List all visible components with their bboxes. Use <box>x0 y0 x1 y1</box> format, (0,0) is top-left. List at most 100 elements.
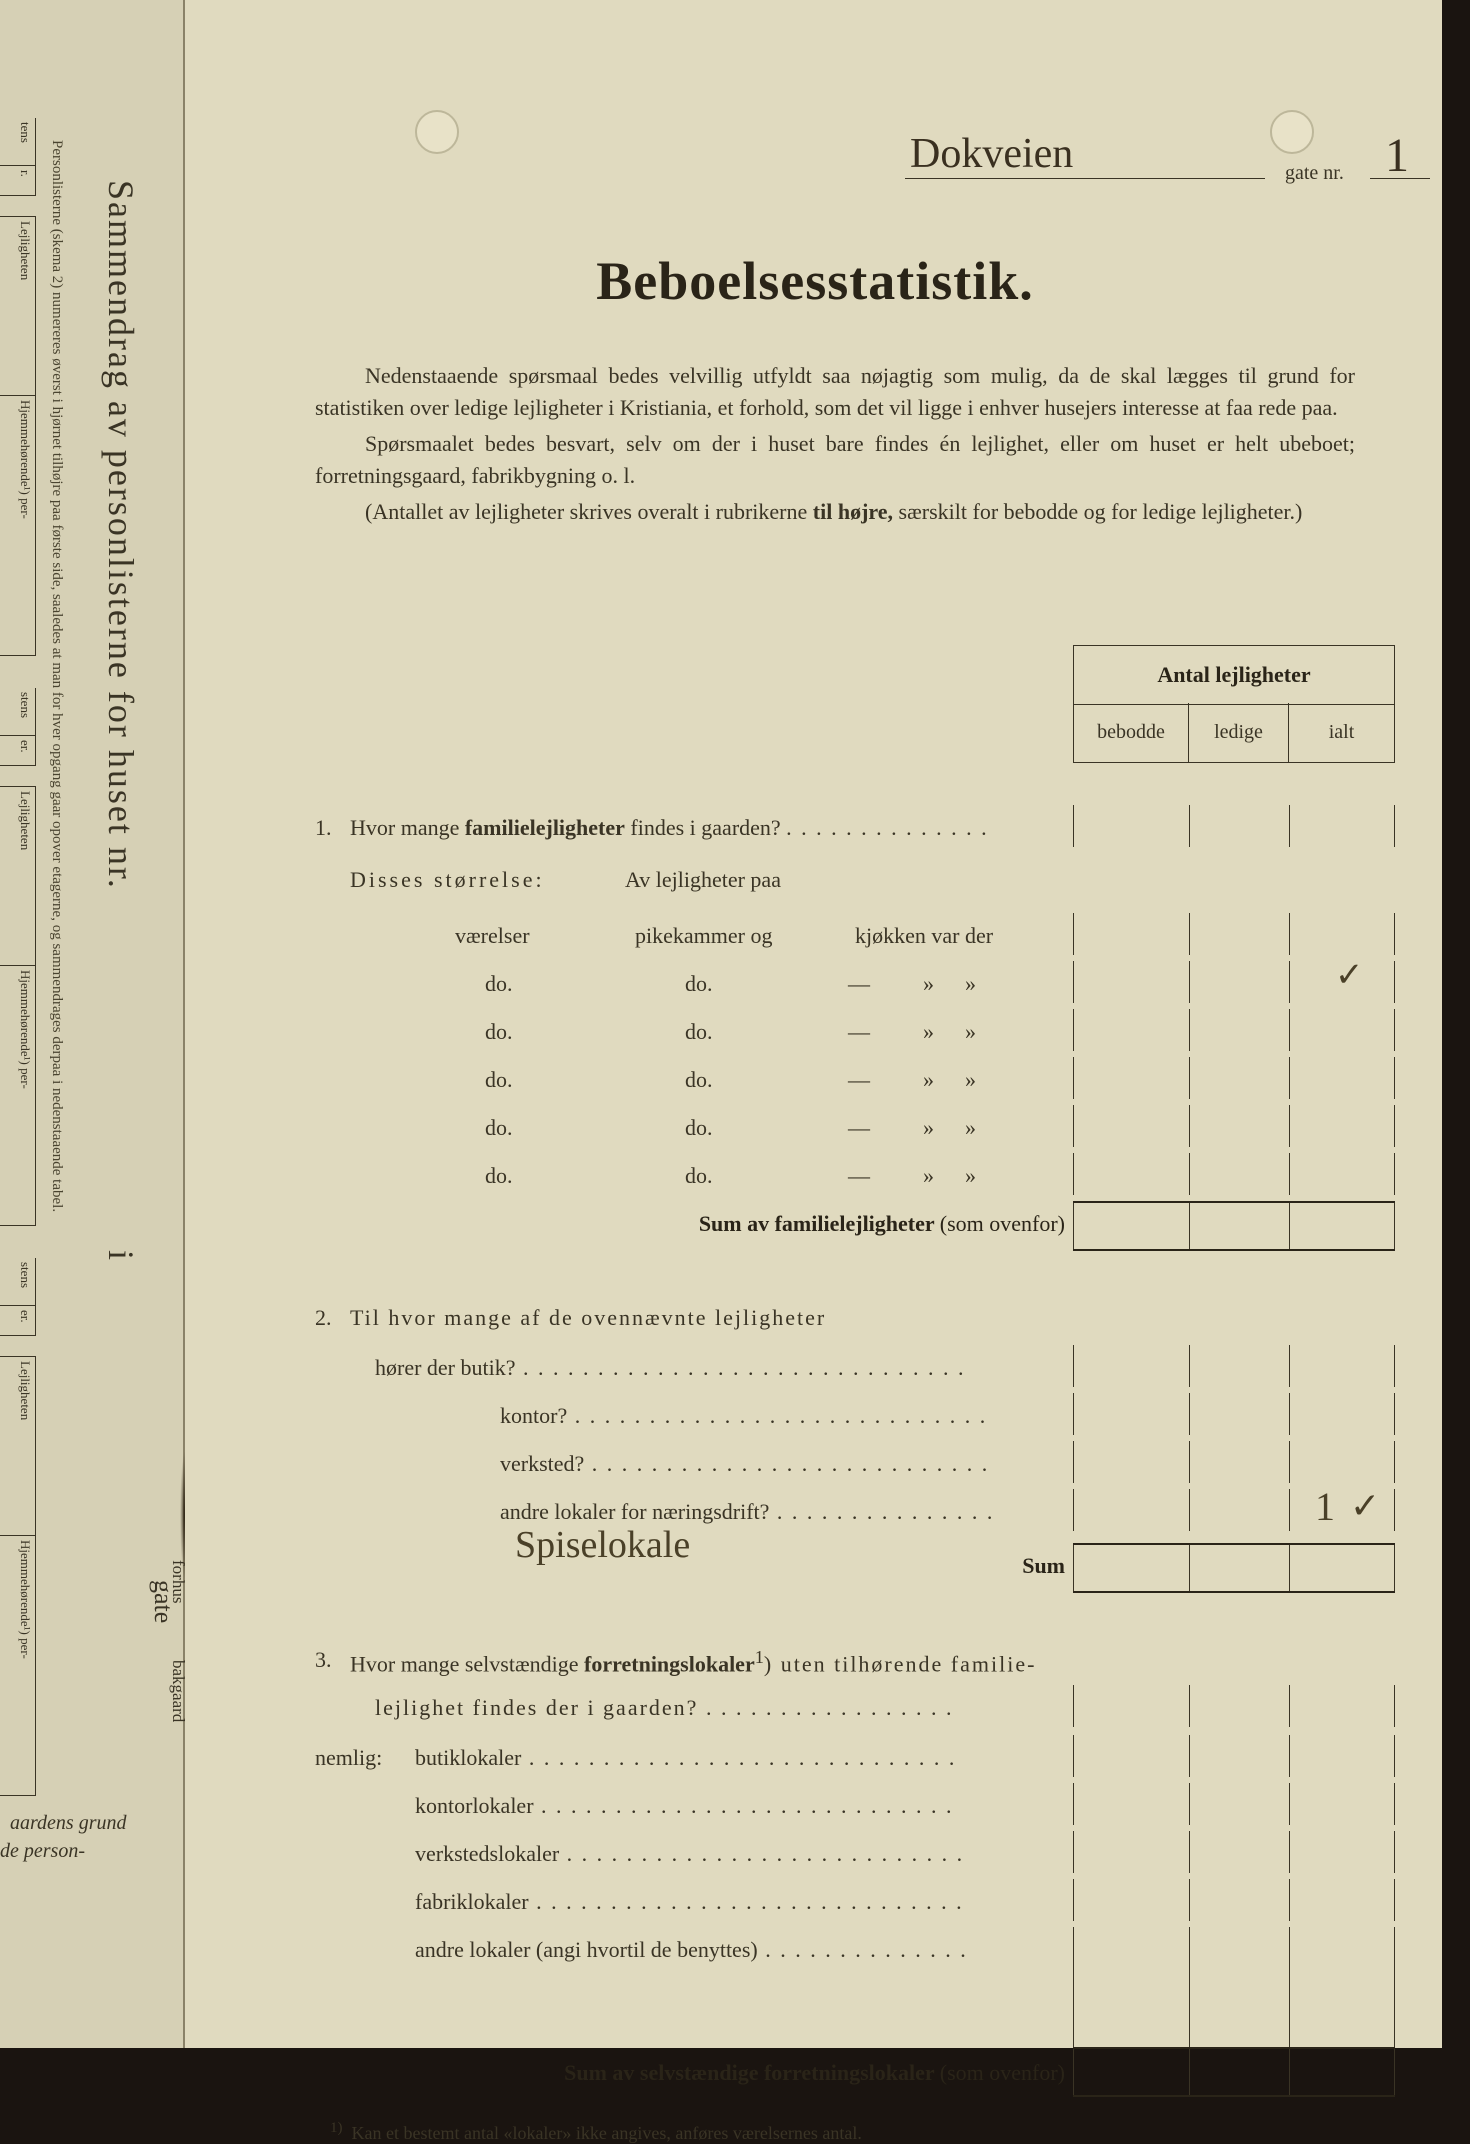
quote: » <box>965 1067 976 1093</box>
cutoff-cell: er. <box>0 1306 36 1336</box>
q1-av-label: Av lejligheter paa <box>625 867 781 893</box>
row-cells <box>1073 1057 1395 1099</box>
do: do. <box>485 1019 513 1045</box>
row-cells <box>1073 1735 1395 1777</box>
quote: » <box>965 971 976 997</box>
do: do. <box>485 1163 513 1189</box>
row-cells <box>1073 1105 1395 1147</box>
intro-p2: Spørsmaalet bedes besvart, selv om der i… <box>315 428 1355 492</box>
right-dark-edge <box>1442 0 1470 2048</box>
intro-p3: (Antallet av lejligheter skrives overalt… <box>315 496 1355 528</box>
checkmark: ✓ <box>1335 955 1364 995</box>
row-cells <box>1073 1489 1395 1531</box>
q3-l5: andre lokaler (angi hvortil de benyttes)… <box>415 1937 968 1963</box>
q3-l4: fabriklokaler . . . . . . . . . . . . . … <box>415 1889 964 1915</box>
do: do. <box>485 1067 513 1093</box>
row-cells <box>1073 1345 1395 1387</box>
q2-butik: hører der butik? . . . . . . . . . . . .… <box>375 1355 966 1381</box>
q1-col-kjok: kjøkken var der <box>855 923 993 949</box>
do: do. <box>685 1115 713 1141</box>
row-cells <box>1073 913 1395 955</box>
gate-nr-value: 1 <box>1385 128 1409 183</box>
do: do. <box>685 1163 713 1189</box>
dash: — <box>848 971 870 997</box>
quote: » <box>923 1163 934 1189</box>
cutoff-cell: er. <box>0 736 36 766</box>
quote: » <box>965 1019 976 1045</box>
q3-l3: verkstedslokaler . . . . . . . . . . . .… <box>415 1841 964 1867</box>
quote: » <box>965 1115 976 1141</box>
row-cells <box>1073 1831 1395 1873</box>
cutoff-cell: Lejligheten <box>0 1356 36 1536</box>
sum-cells <box>1073 2047 1395 2097</box>
page-title: Beboelsesstatistik. <box>185 250 1445 312</box>
row-cells <box>1073 1393 1395 1435</box>
row-cells <box>1073 1927 1395 2047</box>
quote: » <box>923 971 934 997</box>
row-cells <box>1073 805 1395 847</box>
cutoff-cell: tens <box>0 118 36 166</box>
gate-nr-label: gate nr. <box>1285 162 1344 185</box>
cutoff-cell: r. <box>0 166 36 196</box>
sum-cells <box>1073 1201 1395 1251</box>
q1-col-pike: pikekammer og <box>635 923 772 949</box>
q3-number: 3. <box>315 1647 332 1673</box>
checkmark: ✓ <box>1350 1485 1380 1527</box>
do: do. <box>685 1019 713 1045</box>
dash: — <box>848 1115 870 1141</box>
cutoff-cell: Hjemmehørende¹) per- <box>0 1536 36 1796</box>
row-cells <box>1073 1783 1395 1825</box>
left-vertical-fine-print: Personlisterne (skema 2) numereres øvers… <box>48 140 65 1212</box>
punch-hole <box>1270 110 1314 154</box>
caardens-text: aardens grund <box>10 1812 126 1835</box>
table-header-sub: bebodde ledige ialt <box>1073 703 1395 763</box>
intro-paragraphs: Nedenstaaende spørsmaal bedes velvillig … <box>315 360 1355 531</box>
dash: — <box>848 1163 870 1189</box>
intro-p1: Nedenstaaende spørsmaal bedes velvillig … <box>315 360 1355 424</box>
q3-sum: Sum av selvstændige forretningslokaler (… <box>564 2060 1065 2086</box>
do: do. <box>485 1115 513 1141</box>
left-vertical-i: i <box>100 1250 142 1260</box>
q2-number: 2. <box>315 1305 332 1331</box>
q1-sizes-label: Disses størrelse: <box>350 867 545 893</box>
q3-nemlig: nemlig: <box>315 1745 382 1771</box>
left-vertical-title: Sammendrag av personlisterne for huset n… <box>100 180 142 890</box>
cutoff-cell: Lejligheten <box>0 216 36 396</box>
q2-handwritten-value: 1 <box>1315 1483 1335 1530</box>
punch-hole <box>415 110 459 154</box>
q1-sum: Sum av familielejligheter (som ovenfor) <box>699 1211 1065 1237</box>
do: do. <box>685 971 713 997</box>
quote: » <box>923 1019 934 1045</box>
main-form-sheet: Dokveien gate nr. 1 Beboelsesstatistik. … <box>185 0 1445 2048</box>
col-ialt: ialt <box>1289 703 1395 763</box>
sum-cells <box>1073 1543 1395 1593</box>
cutoff-cell: Hjemmehørende¹) per- <box>0 966 36 1226</box>
quote: » <box>923 1115 934 1141</box>
quote: » <box>923 1067 934 1093</box>
cutoff-cell: stens <box>0 1258 36 1306</box>
q3-l2: kontorlokaler . . . . . . . . . . . . . … <box>415 1793 954 1819</box>
q2-verksted: verksted? . . . . . . . . . . . . . . . … <box>500 1451 989 1477</box>
do: do. <box>485 971 513 997</box>
q3-l1: butiklokaler . . . . . . . . . . . . . .… <box>415 1745 956 1771</box>
row-cells <box>1073 1441 1395 1483</box>
q1-text: Hvor mange familielejligheter findes i g… <box>350 815 989 841</box>
dash: — <box>848 1067 870 1093</box>
dash: — <box>848 1019 870 1045</box>
q1-col-vaer: værelser <box>455 923 530 949</box>
q1-number: 1. <box>315 815 332 841</box>
quote: » <box>965 1163 976 1189</box>
row-cells <box>1073 1879 1395 1921</box>
q2-sum: Sum <box>1022 1553 1065 1579</box>
do: do. <box>685 1067 713 1093</box>
table-header-top: Antal lejligheter <box>1073 645 1395 705</box>
row-cells <box>1073 1009 1395 1051</box>
q3-text-b: lejlighet findes der i gaarden? . . . . … <box>375 1695 953 1721</box>
row-cells <box>1073 1153 1395 1195</box>
q3-text-a: Hvor mange selvstændige forretningslokal… <box>350 1647 1036 1677</box>
cutoff-cell: Hjemmehørende¹) per- <box>0 396 36 656</box>
row-cells <box>1073 1685 1395 1727</box>
dots: . . . . . . . . . . . . . . <box>786 815 989 840</box>
street-name-handwritten: Dokveien <box>910 130 1073 178</box>
person-text: de person- <box>0 1840 85 1863</box>
